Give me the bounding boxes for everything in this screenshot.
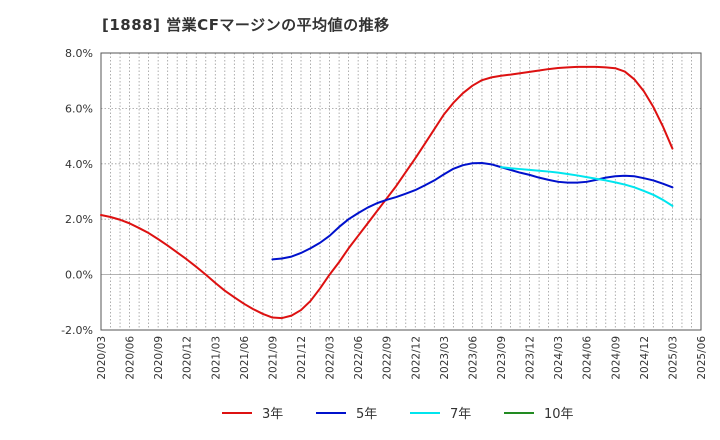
y-tick-label: 8.0% <box>65 47 93 60</box>
legend-label: 5年 <box>356 407 377 422</box>
x-tick-label: 2025/03 <box>667 336 679 380</box>
x-tick-label: 2020/12 <box>182 336 194 380</box>
x-tick-label: 2020/03 <box>96 336 108 380</box>
y-tick-label: 4.0% <box>65 158 93 171</box>
y-tick-label: 0.0% <box>65 269 93 282</box>
x-tick-label: 2021/06 <box>239 336 251 380</box>
y-tick-label: 2.0% <box>65 213 93 226</box>
x-tick-label: 2022/03 <box>325 336 337 380</box>
x-tick-label: 2022/06 <box>353 336 365 380</box>
legend: 3年 5年 7年 10年 <box>222 407 574 422</box>
series-line-3年 <box>100 65 674 320</box>
x-tick-label: 2020/06 <box>125 336 137 380</box>
x-tick-label: 2023/03 <box>439 336 451 380</box>
x-tick-label: 2023/09 <box>496 336 508 380</box>
x-tick-label: 2024/03 <box>553 336 565 380</box>
axes <box>100 52 702 331</box>
series-lines <box>100 65 674 320</box>
x-axis-ticks: 2020/03 2020/06 2020/09 2020/12 2021/03 2021/… <box>96 336 708 380</box>
chart-title: [1888] 営業CFマージンの平均値の推移 <box>102 16 390 34</box>
legend-label: 3年 <box>262 407 283 422</box>
series-line-5年 <box>271 161 674 261</box>
legend-label: 7年 <box>450 407 471 422</box>
x-tick-label: 2021/03 <box>210 336 222 380</box>
legend-label: 10年 <box>544 407 574 422</box>
x-tick-label: 2022/09 <box>382 336 394 380</box>
y-tick-label: 6.0% <box>65 102 93 115</box>
grid <box>100 52 702 331</box>
x-tick-label: 2023/12 <box>525 336 537 380</box>
x-tick-label: 2021/12 <box>296 336 308 380</box>
x-tick-label: 2020/09 <box>153 336 165 380</box>
x-tick-label: 2024/06 <box>582 336 594 380</box>
x-tick-label: 2021/09 <box>267 336 279 380</box>
x-tick-label: 2025/06 <box>696 336 708 380</box>
x-tick-label: 2022/12 <box>410 336 422 380</box>
x-tick-label: 2024/09 <box>610 336 622 380</box>
x-tick-label: 2023/06 <box>467 336 479 380</box>
y-axis-ticks: -2.0% 0.0% 2.0% 4.0% 6.0% 8.0% <box>61 47 93 337</box>
y-tick-label: -2.0% <box>61 324 93 337</box>
x-tick-label: 2024/12 <box>639 336 651 380</box>
plot-frame <box>100 52 702 331</box>
series-line-7年 <box>500 166 674 207</box>
